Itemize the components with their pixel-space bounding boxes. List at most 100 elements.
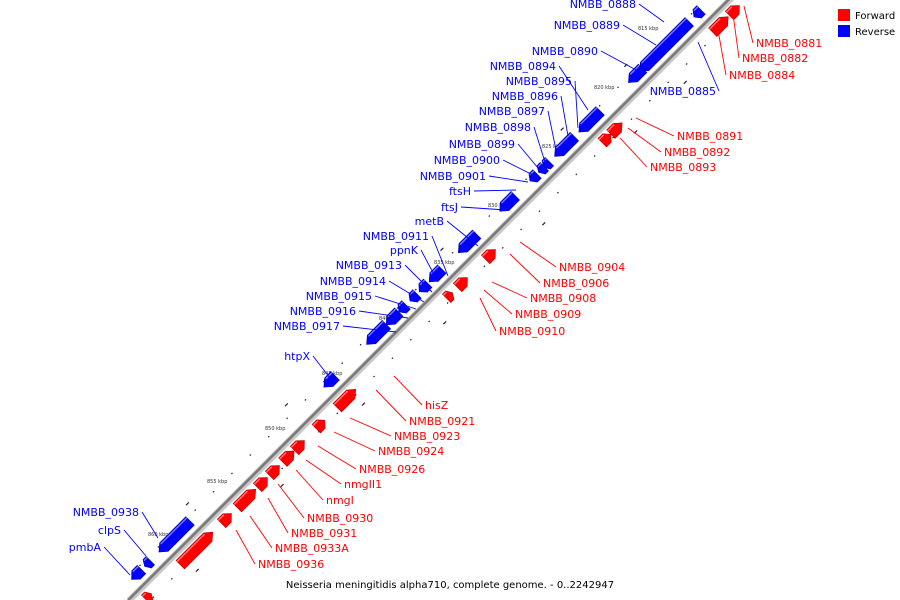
svg-text:NMBB_0923: NMBB_0923 — [394, 430, 460, 443]
track-dash — [446, 302, 449, 304]
backbone-shadow — [129, 0, 735, 600]
svg-text:NMBB_0909: NMBB_0909 — [515, 308, 581, 321]
forward-gene-15 — [175, 531, 214, 570]
track-dash — [284, 403, 289, 407]
svg-text:NMBB_0893: NMBB_0893 — [650, 161, 716, 174]
track-dash — [230, 472, 233, 475]
svg-text:NMBB_0915: NMBB_0915 — [306, 290, 372, 303]
gene-label-nmbb-0923: NMBB_0923 — [349, 417, 460, 443]
forward-gene-4 — [480, 249, 496, 265]
gene-label-nmbb-0936: NMBB_0936 — [235, 529, 324, 571]
track-dash — [440, 247, 444, 252]
gene-label-metb: metB — [415, 215, 479, 247]
forward-gene-11 — [264, 465, 280, 481]
gene-label-nmbb-0913: NMBB_0913 — [336, 259, 433, 293]
svg-text:NMBB_0889: NMBB_0889 — [554, 19, 620, 32]
svg-text:NMBB_0884: NMBB_0884 — [729, 69, 795, 82]
svg-text:NMBB_0936: NMBB_0936 — [258, 558, 324, 571]
track-dash — [704, 44, 706, 47]
legend: Forward Reverse — [838, 9, 895, 38]
svg-text:NMBB_0881: NMBB_0881 — [756, 37, 822, 50]
track-dash — [667, 81, 670, 84]
gene-label-nmbb-0924: NMBB_0924 — [333, 431, 444, 458]
svg-text:NMBB_0888: NMBB_0888 — [570, 0, 636, 11]
svg-text:htpX: htpX — [284, 350, 310, 363]
reverse-gene-3 — [578, 106, 605, 133]
track-dash — [612, 136, 615, 139]
gene-label-nmbb-0885: NMBB_0885 — [650, 41, 720, 98]
svg-text:nmgII1: nmgII1 — [344, 478, 382, 491]
svg-text:NMBB_0931: NMBB_0931 — [291, 527, 357, 540]
svg-text:NMBB_0904: NMBB_0904 — [559, 261, 625, 274]
track-dash — [556, 191, 559, 194]
gene-label-nmbb-0938: NMBB_0938 — [73, 506, 159, 539]
track-dash — [690, 12, 693, 15]
gene-label-nmbb-0892: NMBB_0892 — [627, 127, 730, 159]
track-dash — [391, 357, 394, 360]
gene-label-nmbb-0890: NMBB_0890 — [532, 45, 641, 73]
scale-tick-label: 830 kbp — [488, 203, 508, 209]
svg-text:NMBB_0892: NMBB_0892 — [664, 146, 730, 159]
reverse-gene-10 — [428, 264, 447, 283]
forward-gene-6 — [442, 290, 455, 303]
gene-label-nmbb-0915: NMBB_0915 — [306, 290, 417, 310]
legend-swatch-forward — [838, 9, 850, 21]
gene-label-nmbb-0908: NMBB_0908 — [491, 281, 596, 305]
svg-text:NMBB_0885: NMBB_0885 — [650, 85, 716, 98]
svg-text:NMBB_0900: NMBB_0900 — [434, 154, 500, 167]
forward-gene-13 — [232, 488, 257, 513]
gene-label-nmbb-0895: NMBB_0895 — [506, 75, 579, 129]
svg-text:ftsJ: ftsJ — [441, 201, 458, 214]
svg-text:NMBB_0913: NMBB_0913 — [336, 259, 402, 272]
legend-swatch-reverse — [838, 25, 850, 37]
track-dash — [630, 118, 633, 121]
track-dash — [280, 483, 284, 488]
track-dash — [575, 173, 578, 176]
track-dash — [483, 265, 486, 268]
svg-text:NMBB_0933A: NMBB_0933A — [275, 542, 349, 555]
track-dash — [185, 501, 190, 506]
gene-label-nmbb-0916: NMBB_0916 — [290, 305, 409, 319]
svg-text:NMBB_0926: NMBB_0926 — [359, 463, 425, 476]
scale-tick-label: 825 kbp — [542, 144, 562, 150]
track-dash — [538, 210, 541, 213]
track-dash — [593, 154, 596, 157]
track-dash — [304, 398, 307, 401]
gene-label-nmbb-0911: NMBB_0911 — [363, 230, 449, 277]
track-dash — [361, 402, 366, 406]
track-dash — [501, 246, 504, 249]
forward-gene-7 — [332, 388, 357, 413]
gene-label-nmbb-0933a: NMBB_0933A — [249, 515, 349, 555]
gene-label-ftsh: ftsH — [449, 185, 517, 198]
gene-label-nmbb-0891: NMBB_0891 — [635, 117, 743, 143]
track-dash — [286, 417, 289, 420]
track-dash — [683, 80, 688, 85]
legend-label-reverse: Reverse — [855, 27, 895, 38]
gene-label-nmbb-0898: NMBB_0898 — [465, 121, 546, 163]
track-dash — [442, 320, 447, 325]
svg-text:NMBB_0882: NMBB_0882 — [742, 52, 808, 65]
track-dash — [488, 215, 491, 217]
gene-label-nmbb-0921: NMBB_0921 — [375, 389, 475, 428]
svg-text:NMBB_0938: NMBB_0938 — [73, 506, 139, 519]
track-dash — [139, 564, 141, 567]
gene-label-nmbb-0894: NMBB_0894 — [490, 60, 589, 111]
gene-label-nmbb-0910: NMBB_0910 — [479, 297, 565, 338]
gene-label-hisz: hisZ — [393, 375, 449, 412]
track-dash — [685, 63, 688, 65]
reverse-gene-18 — [142, 556, 155, 569]
forward-gene-14 — [216, 513, 232, 529]
reverse-gene-2 — [628, 63, 648, 83]
forward-gene-1 — [708, 16, 729, 37]
reverse-gene-15 — [366, 319, 392, 345]
legend-label-forward: Forward — [855, 11, 895, 22]
gene-label-htpx: htpX — [284, 350, 331, 379]
forward-gene-5 — [452, 277, 468, 293]
track-dash — [617, 86, 619, 89]
track-dash — [341, 362, 344, 365]
track-dash — [249, 454, 252, 456]
track-dash — [336, 412, 339, 415]
gene-label-ppnk: ppnK — [390, 244, 439, 283]
svg-text:ppnK: ppnK — [390, 244, 419, 257]
track-dash — [194, 509, 197, 512]
